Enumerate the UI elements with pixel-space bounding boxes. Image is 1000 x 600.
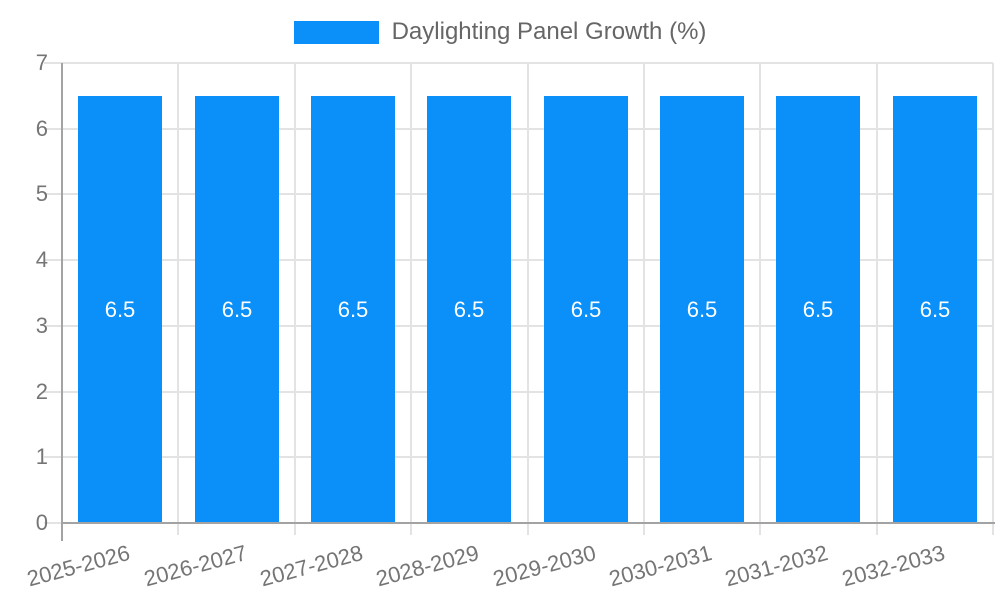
bar <box>311 96 395 523</box>
y-axis-label: 5 <box>35 181 48 206</box>
bar-value-label: 6.5 <box>453 297 485 322</box>
bar <box>544 96 628 523</box>
bar-value-label: 6.5 <box>802 297 834 322</box>
y-tick-mark <box>44 325 62 327</box>
x-gridline <box>527 63 529 535</box>
x-axis-baseline <box>62 522 995 524</box>
y-tick-mark <box>44 456 62 458</box>
x-gridline <box>759 63 761 535</box>
y-axis-label: 0 <box>35 510 48 535</box>
bar-value-label: 6.5 <box>919 297 951 322</box>
y-axis-label: 1 <box>35 444 48 469</box>
y-axis-line <box>61 63 63 541</box>
y-tick-mark <box>44 62 62 64</box>
bar <box>427 96 511 523</box>
y-tick-mark <box>44 391 62 393</box>
bar <box>893 96 977 523</box>
x-gridline <box>876 63 878 535</box>
y-axis-label: 7 <box>35 50 48 75</box>
bar-value-label: 6.5 <box>337 297 369 322</box>
x-gridline <box>992 63 994 535</box>
y-axis-label: 4 <box>35 247 48 272</box>
y-tick-mark <box>44 259 62 261</box>
bar-value-label: 6.5 <box>570 297 602 322</box>
bar <box>195 96 279 523</box>
bar <box>660 96 744 523</box>
x-gridline <box>294 63 296 535</box>
bar <box>776 96 860 523</box>
y-tick-mark <box>44 128 62 130</box>
y-axis-label: 6 <box>35 116 48 141</box>
chart-legend: Daylighting Panel Growth (%) <box>0 18 1000 46</box>
bar-value-label: 6.5 <box>686 297 718 322</box>
bar-value-label: 6.5 <box>104 297 136 322</box>
x-gridline <box>643 63 645 535</box>
x-gridline <box>177 63 179 535</box>
y-tick-mark <box>44 193 62 195</box>
x-gridline <box>410 63 412 535</box>
legend-swatch <box>293 20 379 44</box>
y-axis-label: 2 <box>35 379 48 404</box>
bar-value-label: 6.5 <box>221 297 253 322</box>
bar <box>78 96 162 523</box>
legend-label: Daylighting Panel Growth (%) <box>391 18 707 45</box>
y-tick-mark <box>44 522 62 524</box>
y-axis-label: 3 <box>35 313 48 338</box>
